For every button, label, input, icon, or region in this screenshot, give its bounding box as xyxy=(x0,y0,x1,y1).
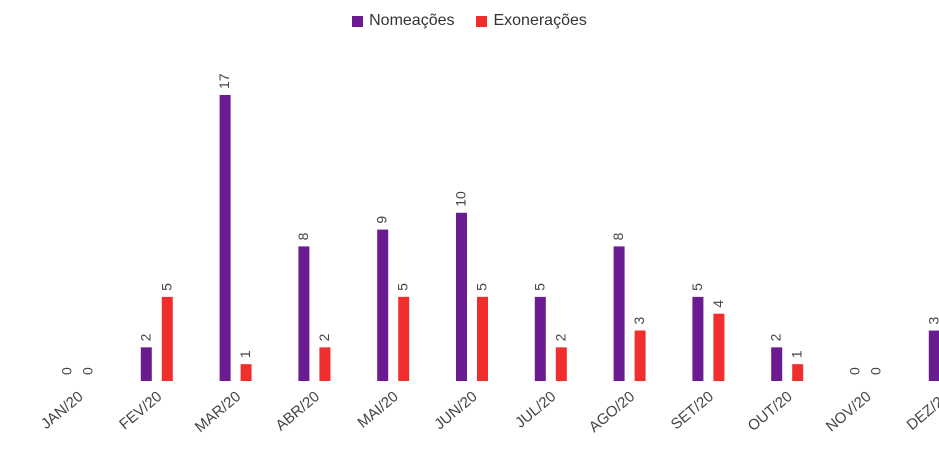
data-label-nomeacoes-10: 0 xyxy=(847,367,863,375)
bar-exoneracoes-2 xyxy=(240,364,252,381)
x-tick-label-5: JUN/20 xyxy=(431,388,480,433)
x-tick-label-8: SET/20 xyxy=(668,388,717,433)
data-label-exoneracoes-0: 0 xyxy=(80,367,96,375)
legend-swatch-nomeacoes xyxy=(352,15,364,27)
bar-exoneracoes-4 xyxy=(398,296,410,381)
bar-nomeacoes-2 xyxy=(219,95,231,381)
data-label-exoneracoes-8: 4 xyxy=(710,300,726,308)
bar-nomeacoes-11 xyxy=(928,330,939,381)
legend-label-exoneracoes: Exonerações xyxy=(493,12,587,29)
x-tick-label-11: DEZ/20 xyxy=(903,388,939,434)
data-label-nomeacoes-11: 3 xyxy=(925,317,939,325)
bar-nomeacoes-7 xyxy=(613,246,625,381)
legend-label-nomeacoes: Nomeações xyxy=(369,12,455,29)
data-label-nomeacoes-0: 0 xyxy=(59,367,75,375)
bar-nomeacoes-9 xyxy=(771,347,783,381)
bar-nomeacoes-5 xyxy=(456,212,467,381)
data-label-exoneracoes-5: 5 xyxy=(474,283,490,291)
legend-item-nomeacoes: Nomeações xyxy=(352,12,454,30)
data-label-nomeacoes-8: 5 xyxy=(689,283,705,291)
data-label-nomeacoes-7: 8 xyxy=(610,232,626,240)
bar-exoneracoes-9 xyxy=(792,364,804,381)
bar-exoneracoes-3 xyxy=(319,347,331,381)
legend-swatch-exoneracoes xyxy=(476,15,488,27)
x-tick-label-3: ABR/20 xyxy=(272,388,323,434)
bar-nomeacoes-8 xyxy=(692,296,704,381)
data-label-exoneracoes-3: 2 xyxy=(316,333,332,341)
x-tick-label-2: MAR/20 xyxy=(192,388,244,436)
x-tick-label-6: JUL/20 xyxy=(512,388,559,432)
data-label-exoneracoes-2: 1 xyxy=(237,350,253,358)
bar-exoneracoes-7 xyxy=(634,330,646,381)
bar-nomeacoes-3 xyxy=(298,246,310,381)
data-label-nomeacoes-3: 8 xyxy=(295,232,311,240)
data-label-exoneracoes-4: 5 xyxy=(395,283,411,291)
data-label-nomeacoes-4: 9 xyxy=(374,216,390,224)
data-label-nomeacoes-2: 17 xyxy=(216,73,232,89)
bar-exoneracoes-8 xyxy=(713,313,725,381)
bar-nomeacoes-4 xyxy=(377,229,389,381)
bar-exoneracoes-5 xyxy=(477,296,488,381)
x-tick-label-1: FEV/20 xyxy=(116,388,165,433)
chart-legend: Nomeações Exonerações xyxy=(0,12,939,30)
bar-nomeacoes-6 xyxy=(534,296,546,381)
legend-item-exoneracoes: Exonerações xyxy=(476,12,587,30)
bar-exoneracoes-6 xyxy=(555,347,567,381)
x-tick-label-7: AGO/20 xyxy=(586,388,638,436)
data-label-nomeacoes-6: 5 xyxy=(531,283,547,291)
data-label-nomeacoes-9: 2 xyxy=(768,333,784,341)
x-tick-label-10: NOV/20 xyxy=(823,388,875,435)
data-label-exoneracoes-1: 5 xyxy=(158,283,174,291)
x-tick-label-4: MAI/20 xyxy=(354,388,401,432)
data-label-exoneracoes-10: 0 xyxy=(868,367,884,375)
bar-exoneracoes-1 xyxy=(161,296,173,381)
data-label-exoneracoes-7: 3 xyxy=(631,317,647,325)
data-label-nomeacoes-1: 2 xyxy=(137,333,153,341)
x-tick-label-9: OUT/20 xyxy=(745,388,796,435)
bar-nomeacoes-1 xyxy=(140,347,152,381)
data-label-exoneracoes-9: 1 xyxy=(789,350,805,358)
data-label-nomeacoes-5: 10 xyxy=(453,191,469,207)
data-label-exoneracoes-6: 2 xyxy=(552,333,568,341)
x-tick-label-0: JAN/20 xyxy=(38,388,87,433)
